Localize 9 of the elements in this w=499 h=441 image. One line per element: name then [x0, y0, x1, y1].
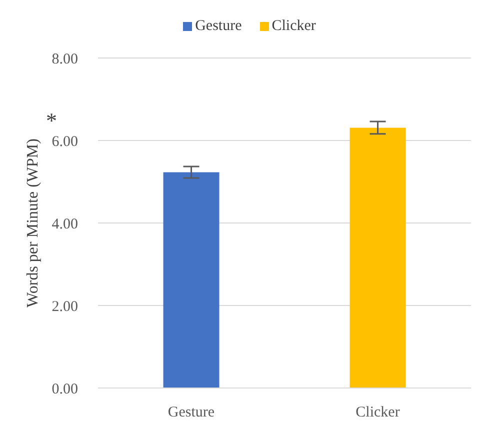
- text: *: [46, 108, 57, 134]
- legend-label: Clicker: [272, 18, 316, 35]
- y-axis-title: Words per Minute (WPM): [24, 138, 42, 308]
- y-tick-label: 8.00: [52, 51, 78, 68]
- legend-label: Gesture: [195, 18, 242, 35]
- y-tick-label: 2.00: [52, 298, 78, 315]
- y-tick-label: 6.00: [52, 134, 78, 150]
- y-tick-label: 4.00: [52, 216, 78, 232]
- y-tick-label: 0.00: [52, 381, 78, 398]
